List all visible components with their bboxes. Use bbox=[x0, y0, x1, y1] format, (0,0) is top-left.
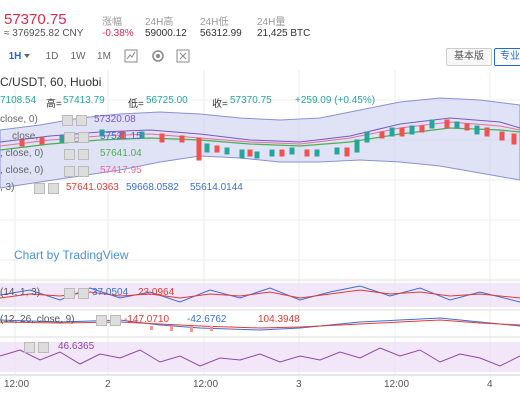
ticker-header: 57370.75 ≈ 376925.82 CNY 涨幅 -0.38% 24H高 … bbox=[0, 0, 520, 45]
x-axis-tick: 3 bbox=[296, 379, 302, 390]
ma4-close-icon[interactable] bbox=[78, 166, 89, 177]
ma2-params: close, bbox=[12, 131, 39, 142]
kdj-settings-icon[interactable] bbox=[64, 288, 75, 299]
bb-mid-value: 57641.0363 bbox=[66, 182, 119, 193]
bb-settings-icon[interactable] bbox=[34, 183, 45, 194]
high-value-inline: 57413.79 bbox=[63, 95, 105, 106]
ma3-value: 57641.04 bbox=[100, 148, 142, 159]
bb-close-icon[interactable] bbox=[48, 183, 59, 194]
kdj-params: (14, 1, 3) bbox=[0, 287, 41, 298]
ma1-settings-icon[interactable] bbox=[62, 115, 73, 126]
rsi-settings-icon[interactable] bbox=[24, 342, 35, 353]
ma2-settings-icon[interactable] bbox=[64, 132, 75, 143]
rsi-close-icon[interactable] bbox=[38, 342, 49, 353]
volume-value: 21,425 BTC bbox=[257, 28, 311, 39]
change-value: -0.38% bbox=[102, 28, 134, 39]
ma4-params: , close, 0) bbox=[0, 165, 44, 176]
interval-1w-button[interactable]: 1W bbox=[70, 51, 86, 62]
ma4-settings-icon[interactable] bbox=[64, 166, 75, 177]
low-label-inline: 低= bbox=[128, 99, 144, 110]
low-label: 24H低 bbox=[200, 17, 229, 28]
tradingview-watermark[interactable]: Chart by TradingView bbox=[14, 248, 129, 262]
macd-value-a: -147.0710 bbox=[124, 314, 170, 325]
bb-params: , 3) bbox=[0, 182, 15, 193]
symbol-label: C/USDT, 60, Huobi bbox=[0, 75, 102, 89]
ma1-params: close, 0) bbox=[0, 114, 38, 125]
macd-close-icon[interactable] bbox=[110, 315, 121, 326]
bb-lower-value: 55614.0144 bbox=[190, 182, 243, 193]
interval-1d-button[interactable]: 1D bbox=[45, 51, 59, 62]
ma3-close-icon[interactable] bbox=[78, 149, 89, 160]
high-label-inline: 高= bbox=[46, 99, 62, 110]
rsi-pane bbox=[0, 342, 520, 372]
interval-1m-button[interactable]: 1M bbox=[97, 51, 111, 62]
x-axis-tick: 4 bbox=[487, 379, 493, 390]
close-label-inline: 收= bbox=[212, 99, 228, 110]
bollinger-band bbox=[0, 97, 520, 189]
bb-upper-value: 59668.0582 bbox=[126, 182, 179, 193]
low-value: 56312.99 bbox=[200, 28, 242, 39]
kdj-k-value: 37.0504 bbox=[92, 287, 129, 298]
ma3-settings-icon[interactable] bbox=[64, 149, 75, 160]
last-price: 57370.75 bbox=[4, 11, 67, 28]
x-axis-tick: 12:00 bbox=[4, 379, 30, 390]
macd-value-b: -42.6762 bbox=[187, 314, 227, 325]
low-value-inline: 56725.00 bbox=[146, 95, 188, 106]
kdj-d-value: 23.0964 bbox=[138, 287, 175, 298]
ma4-value: 57417.95 bbox=[100, 165, 142, 176]
change-label: 涨幅 bbox=[102, 17, 122, 28]
candles bbox=[19, 119, 517, 161]
rsi-value: 46.6365 bbox=[58, 341, 95, 352]
kdj-close-icon[interactable] bbox=[78, 288, 89, 299]
pro-version-button[interactable]: 专业 bbox=[494, 48, 520, 66]
ma3-params: , close, 0) bbox=[0, 148, 44, 159]
macd-settings-icon[interactable] bbox=[96, 315, 107, 326]
open-value: 7108.54 bbox=[0, 95, 37, 106]
interval-dropdown-icon[interactable] bbox=[24, 54, 30, 58]
chart-style-icon[interactable] bbox=[124, 49, 138, 63]
indicators-icon[interactable] bbox=[176, 49, 190, 63]
ma-line-purple bbox=[0, 117, 520, 143]
ma2-close-icon[interactable] bbox=[78, 132, 89, 143]
cny-price: ≈ 376925.82 CNY bbox=[4, 28, 84, 39]
interval-1h-button[interactable]: 1H bbox=[8, 51, 22, 62]
x-axis-tick: 2 bbox=[105, 379, 111, 390]
high-value: 59000.12 bbox=[145, 28, 187, 39]
macd-params: (12, 26, close, 9) bbox=[0, 314, 75, 325]
basic-version-button[interactable]: 基本版 bbox=[446, 48, 492, 66]
x-axis-tick: 12:00 bbox=[384, 379, 410, 390]
high-label: 24H高 bbox=[145, 17, 174, 28]
macd-value-c: 104.3948 bbox=[258, 314, 300, 325]
ma2-value: 57521.15 bbox=[100, 131, 142, 142]
settings-icon[interactable] bbox=[151, 49, 165, 63]
ma1-value: 57320.08 bbox=[94, 114, 136, 125]
x-axis-tick: 12:00 bbox=[193, 379, 219, 390]
chart-toolbar: 1H 1D 1W 1M 基本版 专业 bbox=[0, 44, 520, 71]
change-inline: +259.09 (+0.45%) bbox=[295, 95, 376, 106]
volume-label: 24H量 bbox=[257, 17, 286, 28]
close-value-inline: 57370.75 bbox=[230, 95, 272, 106]
ma1-close-icon[interactable] bbox=[76, 115, 87, 126]
